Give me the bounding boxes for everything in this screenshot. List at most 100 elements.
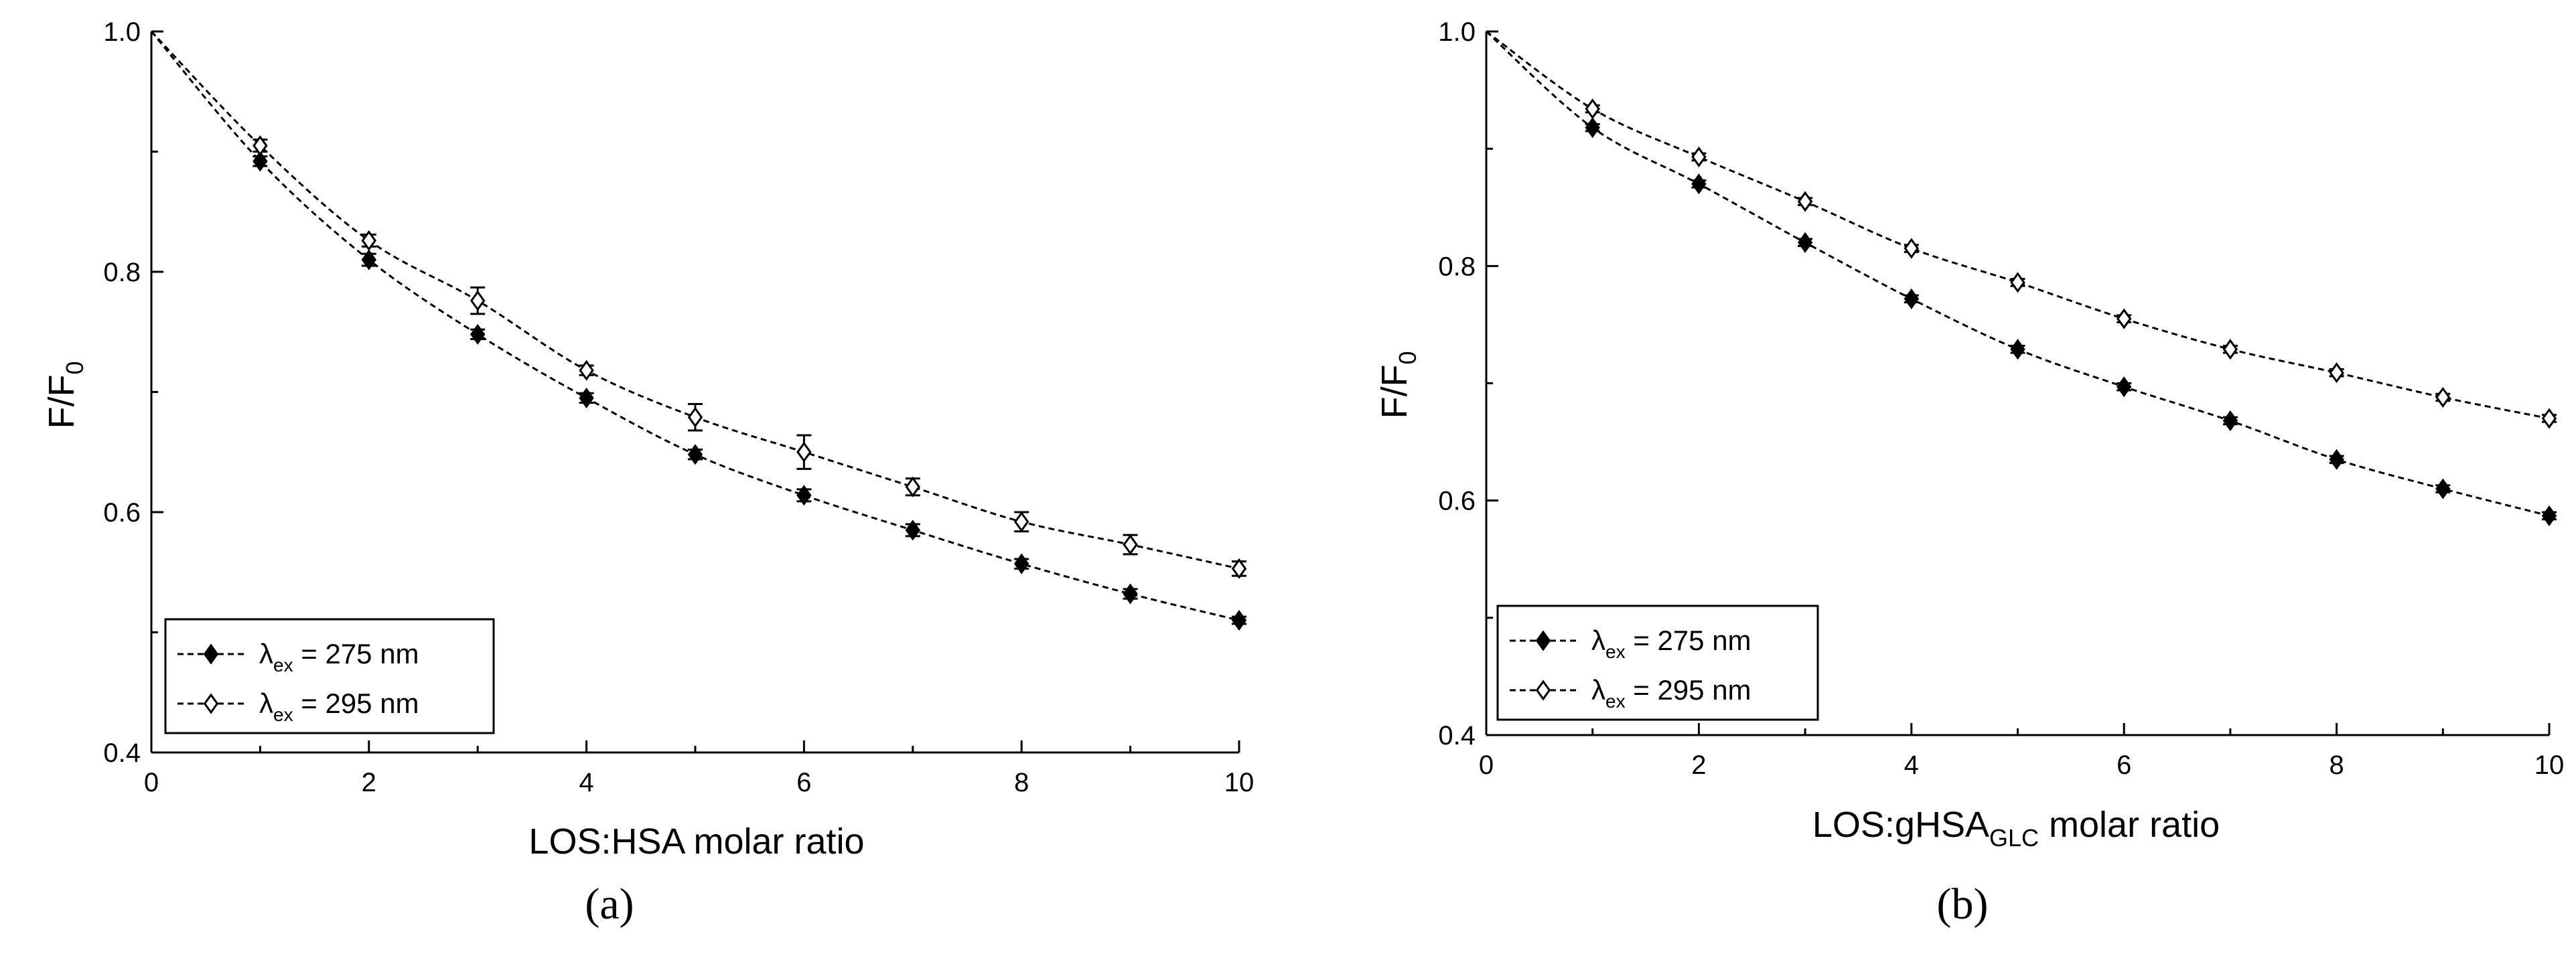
data-point [2222, 339, 2238, 360]
x-tick-label: 4 [579, 768, 593, 797]
data-point [2435, 386, 2451, 408]
legend-subscript: ex [1605, 691, 1626, 712]
data-point [361, 230, 377, 251]
x-axis-title-sub: GLC [1989, 824, 2039, 852]
data-point [1231, 558, 1247, 579]
data-point [1904, 238, 1920, 259]
data-point [1231, 609, 1247, 631]
legend-subscript: ex [1605, 641, 1626, 662]
y-tick-label: 0.4 [103, 738, 141, 768]
series [1486, 30, 2557, 429]
legend-text: = 295 nm [293, 688, 419, 719]
data-point [2116, 308, 2132, 329]
x-axis-title: LOS:HSA molar ratio [528, 821, 864, 862]
data-point [2329, 362, 2344, 384]
y-tick-label: 1.0 [103, 17, 141, 47]
data-point [1797, 232, 1813, 253]
legend-marker [203, 643, 219, 665]
x-tick-label: 0 [1479, 750, 1494, 780]
data-point [2541, 505, 2557, 527]
x-tick-label: 6 [796, 768, 811, 797]
legend-text: = 275 nm [293, 638, 419, 669]
data-point [2222, 410, 2238, 432]
legend-text: = 275 nm [1626, 625, 1751, 656]
legend-label: λex = 275 nm [1591, 625, 1751, 662]
y-tick-label: 0.6 [1438, 487, 1476, 516]
legend-label: λex = 295 nm [259, 688, 419, 725]
data-point [1013, 511, 1029, 532]
y-axis-title-sub: 0 [1394, 351, 1421, 364]
legend-symbol: λ [259, 688, 273, 719]
series [150, 31, 1247, 631]
series-line [150, 31, 1240, 622]
x-axis-title-main: LOS:gHSA [1812, 805, 1989, 845]
y-tick-label: 0.8 [103, 258, 141, 287]
x-tick-label: 8 [2329, 750, 2344, 780]
data-point [1585, 117, 1600, 139]
data-point [1585, 98, 1600, 120]
legend-box [164, 618, 495, 734]
data-point [687, 444, 703, 465]
series [1485, 30, 2557, 527]
x-tick-label: 2 [1691, 750, 1706, 780]
x-axis-title-main: LOS:HSA molar ratio [528, 821, 864, 862]
x-tick-label: 6 [2117, 750, 2131, 780]
data-point [2329, 449, 2344, 470]
legend-marker [1535, 680, 1551, 701]
legend-symbol: λ [1591, 674, 1605, 706]
y-axis-title-main: F/F [42, 375, 82, 429]
data-point [1123, 583, 1138, 605]
data-point [253, 151, 268, 172]
x-tick-label: 4 [1904, 750, 1919, 780]
panel-label: (a) [585, 880, 634, 929]
x-tick-label: 2 [362, 768, 376, 797]
series [150, 30, 1247, 579]
y-tick-label: 0.8 [1438, 252, 1476, 281]
legend-label: λex = 275 nm [259, 638, 419, 675]
legend-subscript: ex [273, 704, 293, 725]
y-axis-title: F/F0 [1374, 351, 1421, 418]
series-line [1486, 30, 2550, 420]
y-axis-title: F/F0 [42, 361, 88, 428]
data-point [2541, 408, 2557, 429]
legend-symbol: λ [259, 638, 273, 669]
data-point [470, 323, 486, 345]
panel-label: (b) [1937, 880, 1989, 929]
data-point [470, 290, 486, 311]
x-tick-label: 0 [144, 768, 159, 797]
x-tick-label: 10 [2534, 750, 2565, 780]
legend-marker [203, 693, 219, 714]
legend-marker [1535, 630, 1551, 651]
legend-symbol: λ [1591, 625, 1605, 656]
data-point [579, 360, 594, 381]
y-axis-title-sub: 0 [61, 361, 88, 374]
legend-text: = 295 nm [1626, 674, 1751, 706]
data-point [796, 441, 812, 463]
data-point [796, 485, 812, 506]
series-line [1485, 30, 2550, 517]
y-axis-title-main: F/F [1374, 365, 1415, 419]
data-point [2116, 376, 2132, 398]
data-point [1797, 191, 1813, 212]
data-point [905, 520, 921, 541]
data-point [1123, 534, 1138, 556]
legend-subscript: ex [273, 655, 293, 675]
y-tick-label: 1.0 [1438, 17, 1476, 47]
data-point [253, 135, 268, 157]
legend-label: λex = 295 nm [1591, 674, 1751, 712]
data-point [361, 249, 377, 270]
data-point [687, 406, 703, 428]
x-axis-title-after: molar ratio [2039, 805, 2220, 845]
data-point [2010, 272, 2025, 293]
series-line [150, 30, 1240, 570]
data-point [1013, 553, 1029, 574]
y-tick-label: 0.4 [1438, 721, 1476, 750]
x-tick-label: 10 [1224, 768, 1255, 797]
y-tick-label: 0.6 [103, 498, 141, 528]
data-point [1691, 173, 1707, 195]
data-point [1904, 288, 1920, 309]
